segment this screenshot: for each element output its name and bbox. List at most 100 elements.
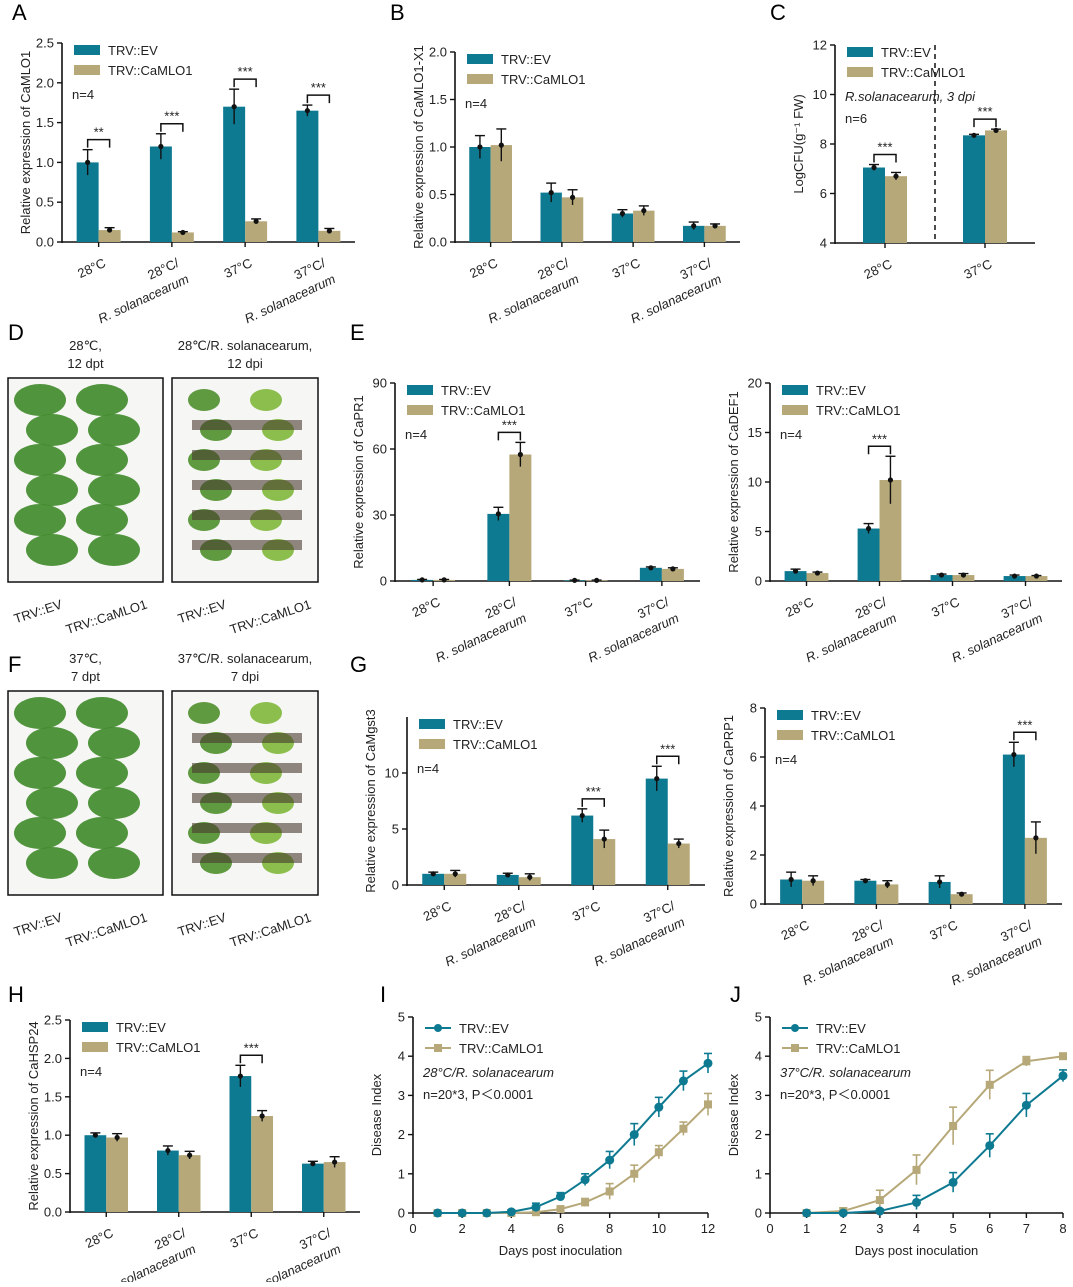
x-tick-label: R. solanacearum [949, 610, 1045, 665]
data-point [107, 227, 113, 233]
plant-leaf [26, 534, 78, 566]
plant-leaf [14, 384, 66, 416]
plant-leaf [88, 474, 140, 506]
y-axis-label: Disease Index [369, 1073, 384, 1156]
y-tick-label: 4 [750, 799, 757, 814]
bar-ev [930, 575, 953, 581]
bar-mlo [952, 575, 975, 581]
data-point [619, 210, 626, 217]
significance-label: *** [660, 741, 675, 756]
bar-mlo [633, 210, 655, 242]
plant-leaf [76, 697, 128, 729]
panel-letter: I [380, 982, 386, 1007]
legend-swatch-ev [777, 710, 803, 720]
significance-bracket [656, 755, 680, 765]
data-point [259, 1113, 265, 1119]
bar-ev [149, 146, 172, 242]
panel-letter: H [8, 982, 24, 1007]
y-axis-label: Relative expression of CaPR1 [351, 395, 366, 568]
data-point [419, 577, 425, 583]
bar-ev [963, 135, 985, 243]
data-point-ev [703, 1058, 713, 1068]
data-point [871, 164, 877, 171]
x-tick-label: R. solanacearum [592, 914, 688, 969]
x-tick-label: R. solanacearum [242, 271, 338, 326]
x-tick-label: 2 [459, 1221, 466, 1236]
significance-bracket [873, 153, 897, 163]
photo-title: 37℃, [69, 651, 102, 666]
y-tick-label: 1.0 [44, 1128, 62, 1143]
data-point [332, 1159, 338, 1165]
data-point [92, 1132, 98, 1138]
data-point [498, 142, 504, 148]
significance-label: *** [1017, 717, 1032, 732]
panel-letter: A [12, 0, 27, 25]
plant-leaf [188, 389, 220, 411]
y-tick-label: 1.0 [36, 155, 54, 170]
bar-ev [611, 213, 634, 242]
legend-label-ev: TRV::EV [459, 1021, 509, 1036]
soil-pot [192, 763, 302, 773]
data-point-mlo [531, 1208, 540, 1217]
y-axis-label: Relative expression of CaMLO1 [18, 51, 33, 235]
photo-title: 37℃/R. solanacearum, [178, 651, 313, 666]
significance-label: *** [502, 417, 517, 432]
x-tick-label: 37°C [927, 917, 960, 943]
photo-title: 12 dpt [67, 356, 104, 371]
legend-label-ev: TRV::EV [501, 52, 551, 67]
significance-label: *** [977, 104, 992, 119]
significance-bracket [973, 118, 997, 128]
y-tick-label: 1.0 [429, 140, 447, 155]
plant-leaf [14, 444, 66, 476]
x-tick-label: 37°C [222, 255, 255, 281]
legend-swatch-ev [847, 47, 873, 57]
y-tick-label: 2.0 [429, 45, 447, 60]
annotation: n=6 [845, 111, 867, 126]
soil-pot [192, 733, 302, 743]
x-tick-label: 5 [950, 1221, 957, 1236]
data-point [180, 229, 186, 236]
data-point [1033, 573, 1040, 579]
annotation: n=4 [72, 87, 94, 102]
bar-mlo [802, 880, 825, 904]
x-tick-label: 28°C [83, 1225, 116, 1251]
plant-leaf [26, 787, 78, 819]
legend-swatch-mlo [407, 405, 433, 415]
data-point [670, 566, 676, 572]
data-point-mlo [556, 1205, 565, 1214]
data-point [527, 874, 533, 880]
y-tick-label: 6 [750, 750, 757, 765]
data-point-ev [457, 1208, 467, 1218]
bar-ev [223, 106, 246, 243]
x-tick-label: 1 [803, 1221, 810, 1236]
legend-label-mlo: TRV::CaMLO1 [116, 1040, 201, 1055]
bar-mlo [323, 1162, 346, 1212]
bar-mlo [106, 1137, 128, 1212]
data-point [712, 223, 718, 229]
y-tick-label: 60 [373, 442, 387, 457]
bar-mlo [178, 1155, 201, 1212]
x-tick-label: 28°C [862, 256, 895, 282]
series-line-ev [437, 1062, 709, 1214]
y-tick-label: 5 [398, 1010, 405, 1025]
y-tick-label: 2.5 [44, 1013, 62, 1028]
data-point-mlo [912, 1165, 921, 1174]
series-line-mlo [437, 1103, 709, 1214]
plant-leaf [26, 727, 78, 759]
data-point [1033, 835, 1039, 841]
significance-bracket [867, 445, 892, 455]
y-tick-label: 1.5 [429, 92, 447, 107]
y-tick-label: 0 [750, 897, 757, 912]
data-point-mlo [1059, 1052, 1067, 1061]
plant-leaf [14, 757, 66, 789]
legend-label-mlo: TRV::CaMLO1 [453, 737, 538, 752]
annotation: n=4 [417, 761, 439, 776]
plant-leaf [76, 444, 128, 476]
y-tick-label: 1 [755, 1166, 762, 1181]
y-tick-label: 8 [820, 137, 827, 152]
y-tick-label: 1.5 [36, 115, 54, 130]
significance-label: *** [586, 784, 601, 799]
data-point [887, 477, 894, 483]
